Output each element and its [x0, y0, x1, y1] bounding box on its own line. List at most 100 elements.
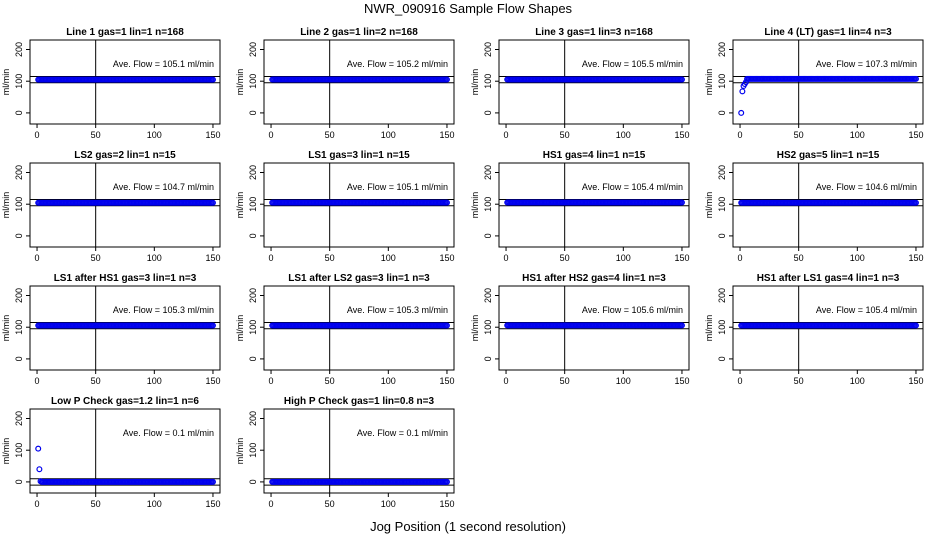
- data-point: [443, 199, 450, 206]
- x-tick-label: 0: [35, 130, 40, 140]
- average-flow-annotation: Ave. Flow = 105.2 ml/min: [347, 59, 448, 69]
- y-tick-label: 0: [14, 233, 24, 238]
- plot-frame: [498, 39, 690, 125]
- x-tick-label: 50: [91, 499, 101, 509]
- y-axis-label: ml/min: [1, 192, 11, 219]
- y-tick-label: 200: [483, 288, 493, 303]
- y-tick-label: 200: [717, 42, 727, 57]
- y-tick-label: 100: [14, 320, 24, 335]
- x-tick-label: 100: [381, 130, 396, 140]
- x-tick-label: 50: [560, 130, 570, 140]
- data-point: [738, 109, 745, 116]
- y-axis-label: ml/min: [1, 69, 11, 96]
- average-flow-annotation: Ave. Flow = 105.3 ml/min: [113, 305, 214, 315]
- x-tick-label: 150: [439, 376, 454, 386]
- y-axis-label: ml/min: [235, 438, 245, 465]
- data-points: [269, 76, 450, 83]
- data-point: [912, 199, 919, 206]
- y-tick-label: 0: [248, 110, 258, 115]
- y-axis-label: ml/min: [235, 69, 245, 96]
- data-points: [35, 445, 216, 485]
- chart-panel-3: Line 3 gas=1 lin=3 n=168 0 50 100 150 0 100 200…: [470, 27, 690, 140]
- data-points: [738, 322, 919, 329]
- chart-panel-8: HS2 gas=5 lin=1 n=15 0 50 100 150 0 100 200 ml/m…: [704, 150, 924, 263]
- x-tick-label: 0: [35, 376, 40, 386]
- data-points: [504, 76, 685, 83]
- x-tick-label: 0: [504, 130, 509, 140]
- x-tick-label: 100: [381, 376, 396, 386]
- y-tick-label: 100: [14, 197, 24, 212]
- data-point: [678, 322, 685, 329]
- data-points: [35, 76, 216, 83]
- y-tick-label: 100: [717, 320, 727, 335]
- plot-frame: [263, 39, 455, 125]
- x-tick-label: 0: [35, 253, 40, 263]
- y-tick-label: 200: [717, 288, 727, 303]
- data-point: [209, 322, 216, 329]
- plot-frame: [29, 408, 221, 494]
- average-flow-annotation: Ave. Flow = 105.4 ml/min: [816, 305, 917, 315]
- average-flow-annotation: Ave. Flow = 104.7 ml/min: [113, 182, 214, 192]
- x-tick-label: 150: [908, 253, 923, 263]
- average-flow-annotation: Ave. Flow = 105.5 ml/min: [582, 59, 683, 69]
- x-tick-label: 150: [908, 130, 923, 140]
- data-point: [739, 88, 746, 95]
- x-tick-label: 100: [616, 253, 631, 263]
- x-tick-label: 150: [439, 130, 454, 140]
- data-point: [912, 75, 919, 82]
- y-tick-label: 0: [483, 110, 493, 115]
- y-tick-label: 100: [483, 197, 493, 212]
- x-tick-label: 100: [147, 130, 162, 140]
- y-tick-label: 0: [717, 233, 727, 238]
- y-tick-label: 100: [14, 443, 24, 458]
- panel-title: LS1 after HS1 gas=3 lin=1 n=3: [54, 273, 197, 284]
- y-tick-label: 0: [14, 356, 24, 361]
- y-axis-label: ml/min: [704, 192, 714, 219]
- y-tick-label: 0: [483, 356, 493, 361]
- data-points: [269, 322, 450, 329]
- y-tick-label: 200: [483, 42, 493, 57]
- y-tick-label: 200: [248, 411, 258, 426]
- x-tick-label: 0: [738, 130, 743, 140]
- x-tick-label: 0: [738, 253, 743, 263]
- x-tick-label: 100: [616, 130, 631, 140]
- x-tick-label: 50: [325, 499, 335, 509]
- y-tick-label: 200: [483, 165, 493, 180]
- y-axis-label: ml/min: [235, 315, 245, 342]
- x-tick-label: 150: [205, 253, 220, 263]
- y-tick-label: 200: [14, 165, 24, 180]
- panel-title: High P Check gas=1 lin=0.8 n=3: [284, 396, 435, 407]
- y-tick-label: 0: [248, 479, 258, 484]
- y-tick-label: 100: [717, 74, 727, 89]
- y-tick-label: 0: [483, 233, 493, 238]
- data-point: [678, 199, 685, 206]
- data-point: [36, 466, 43, 473]
- x-tick-label: 50: [91, 253, 101, 263]
- panel-title: LS1 after LS2 gas=3 lin=1 n=3: [288, 273, 430, 284]
- chart-panel-4: Line 4 (LT) gas=1 lin=4 n=3 0 50 100 150 0 100…: [704, 27, 924, 140]
- y-tick-label: 200: [14, 288, 24, 303]
- panel-title: Line 1 gas=1 lin=1 n=168: [66, 27, 184, 38]
- plot-frame: [732, 39, 924, 125]
- chart-panel-1: Line 1 gas=1 lin=1 n=168 0 50 100 150 0 100 200…: [1, 27, 221, 140]
- x-tick-label: 0: [504, 376, 509, 386]
- y-axis-label: ml/min: [470, 69, 480, 96]
- panel-title: HS1 after HS2 gas=4 lin=1 n=3: [522, 273, 666, 284]
- x-tick-label: 150: [439, 499, 454, 509]
- plot-frame: [263, 162, 455, 248]
- plot-frame: [29, 162, 221, 248]
- average-flow-annotation: Ave. Flow = 105.1 ml/min: [347, 182, 448, 192]
- y-axis-label: ml/min: [1, 315, 11, 342]
- y-axis-label: ml/min: [1, 438, 11, 465]
- y-axis-label: ml/min: [235, 192, 245, 219]
- x-tick-label: 100: [147, 376, 162, 386]
- panel-title: LS2 gas=2 lin=1 n=15: [74, 150, 176, 161]
- chart-panel-7: HS1 gas=4 lin=1 n=15 0 50 100 150 0 100 200 ml/m…: [470, 150, 690, 263]
- x-tick-label: 150: [205, 130, 220, 140]
- x-tick-label: 50: [325, 253, 335, 263]
- x-tick-label: 150: [674, 130, 689, 140]
- y-axis-label: ml/min: [470, 192, 480, 219]
- x-tick-label: 0: [269, 499, 274, 509]
